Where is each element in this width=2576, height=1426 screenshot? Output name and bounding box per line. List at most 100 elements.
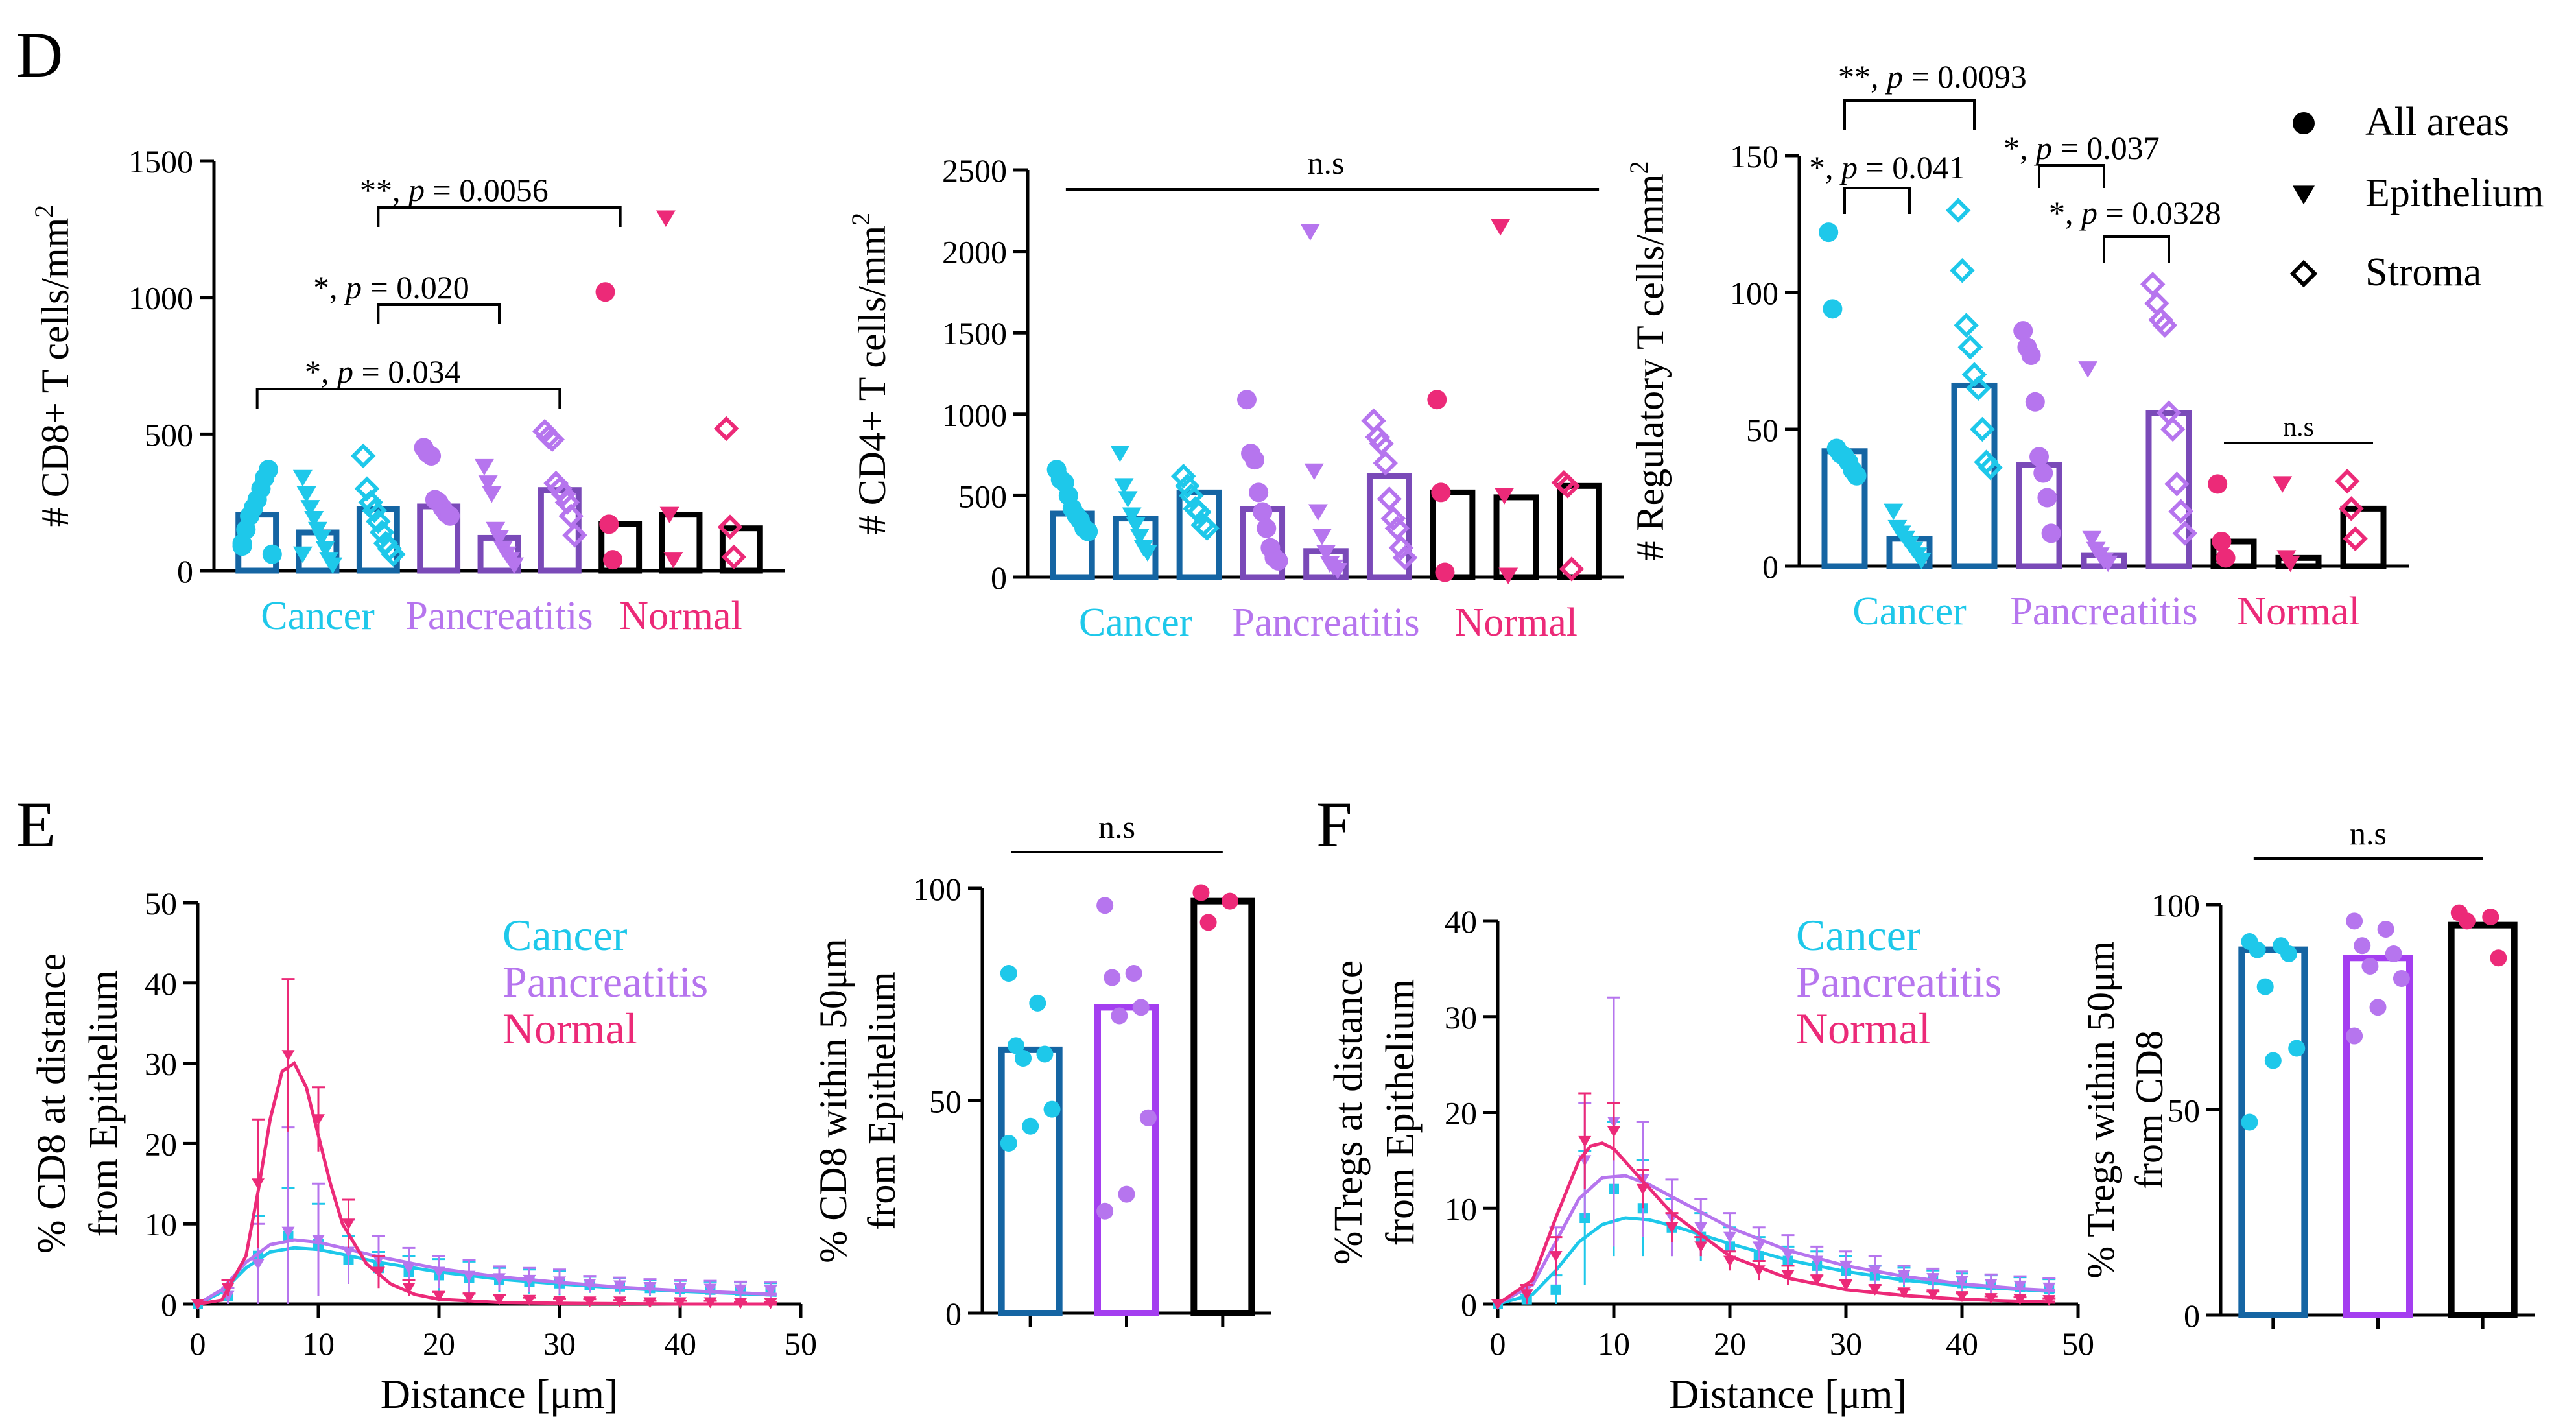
d2-point (1380, 506, 1406, 531)
e1-legend-normal: Normal (502, 1004, 637, 1053)
f1-legend-pancreatitis: Pancreatitis (1796, 957, 2002, 1006)
d2-point (1175, 473, 1200, 499)
d3-point (2098, 555, 2118, 573)
e1-xtick-label: 0 (190, 1325, 206, 1362)
d3-bracket (2103, 235, 2170, 263)
d2-point (1126, 517, 1146, 534)
d3-point (2152, 313, 2178, 338)
e1-point-pancreatitis (312, 1234, 325, 1246)
f2-point (2482, 908, 2499, 925)
legend-epithelium: Epithelium (2365, 171, 2544, 215)
d2-ytick-label: 1000 (942, 397, 1007, 433)
f2-point (2385, 945, 2402, 962)
d2-ytick-label: 2500 (942, 152, 1007, 189)
f1-point-normal (1520, 1289, 1533, 1301)
f1-fit-cancer (1497, 1216, 2055, 1306)
e1-ylabel: from Epithelium (82, 970, 126, 1237)
d2-point (1373, 450, 1398, 476)
e2-ylabel: from Epithelium (860, 971, 903, 1230)
d3-point (2025, 392, 2045, 412)
e2-point (1221, 892, 1238, 910)
d2-point (1427, 390, 1447, 410)
d3-point (2216, 548, 2236, 568)
legend-epithelium-marker (2293, 185, 2315, 205)
f1-point-normal (1723, 1255, 1736, 1267)
e1-xtick-label: 40 (664, 1325, 696, 1362)
d2-point (1114, 478, 1134, 495)
d2-point (1078, 521, 1098, 541)
d3-point (1954, 313, 1979, 338)
e1-ytick-label: 20 (145, 1126, 177, 1162)
d2-point (1268, 551, 1288, 571)
e1-point-pancreatitis (402, 1263, 416, 1274)
d3-ytick-label: 150 (1730, 138, 1778, 174)
chart-d3: 0 50 100 150 Cancer Pancreatitis Normal # Regul… (1624, 58, 2409, 634)
e2-point (1000, 1135, 1017, 1152)
f2-bar (2448, 921, 2518, 1318)
d3-ylabel: # Regulatory T cells/mm2 (1624, 161, 1672, 560)
f1-point-normal (1897, 1287, 1911, 1299)
d1-point (482, 486, 502, 503)
e2-point (1125, 965, 1142, 982)
e1-point-normal (432, 1290, 445, 1302)
d3-point (2273, 476, 2293, 493)
area-legend: All areas Epithelium Stroma (2289, 100, 2544, 294)
f2-point (2346, 912, 2363, 930)
d1-bar (659, 512, 703, 574)
f1-fit-normal (1496, 1141, 2055, 1306)
d1-point (232, 536, 252, 556)
d1-group-label: Pancreatitis (405, 594, 593, 638)
d1-group-label: Normal (619, 594, 742, 638)
f1-point-normal (1781, 1270, 1795, 1281)
f1-ytick-label: 30 (1445, 999, 1477, 1036)
f1-point-pancreatitis (1810, 1255, 1824, 1267)
d2-point (1498, 567, 1518, 584)
d3-point (2033, 463, 2053, 483)
d3-point (2339, 496, 2364, 521)
f1-point-normal (1578, 1135, 1592, 1147)
d2-point (1308, 504, 1328, 521)
d2-point (1384, 516, 1410, 541)
d1-point (656, 210, 676, 227)
e1-point-pancreatitis (462, 1270, 476, 1282)
d2-point (1249, 482, 1269, 503)
d1-point (490, 530, 509, 547)
panel-label-d: D (16, 19, 63, 91)
e1-xtick-label: 50 (785, 1325, 817, 1362)
e2-point (1132, 999, 1150, 1016)
f1-point-pancreatitis (2013, 1280, 2027, 1292)
e1-point-pancreatitis (674, 1283, 687, 1294)
d1-point (292, 546, 313, 564)
e2-point (1029, 994, 1046, 1012)
d2-group-label: Pancreatitis (1232, 600, 1419, 645)
legend-all-areas: All areas (2365, 100, 2509, 144)
d2-group-label: Normal (1455, 600, 1578, 645)
d1-point (362, 498, 387, 523)
e1-point-normal (402, 1283, 416, 1294)
e1-point-pancreatitis (432, 1266, 445, 1278)
e2-ytick-label: 0 (945, 1296, 962, 1332)
f1-point-normal (1752, 1265, 1766, 1277)
e1-point-normal (643, 1297, 657, 1309)
e2-point (1096, 1202, 1114, 1220)
e1-point-normal (221, 1283, 235, 1294)
f1-point-normal (1984, 1293, 1998, 1305)
e1-point-pancreatitis (252, 1259, 265, 1270)
e2-point (1022, 1117, 1039, 1135)
d2-point (1245, 450, 1265, 470)
d1-p-annotation: *, p = 0.034 (305, 353, 461, 390)
d1-point (713, 416, 739, 442)
d3-point (1978, 455, 2003, 481)
d3-point (1819, 222, 1839, 243)
d2-ylabel: # CD4+ T cells/mm2 (846, 213, 893, 535)
e1-fit-normal (197, 1060, 777, 1306)
d2-point (1369, 431, 1394, 457)
d3-point (1965, 375, 1991, 401)
d3-point (1847, 466, 1867, 486)
f2-point (2280, 945, 2298, 962)
d2-bar (1430, 489, 1476, 580)
d3-ytick-label: 0 (1762, 549, 1778, 585)
d2-point (1555, 473, 1581, 499)
f1-xtick-label: 10 (1598, 1325, 1630, 1362)
e1-point-normal (281, 1050, 295, 1062)
